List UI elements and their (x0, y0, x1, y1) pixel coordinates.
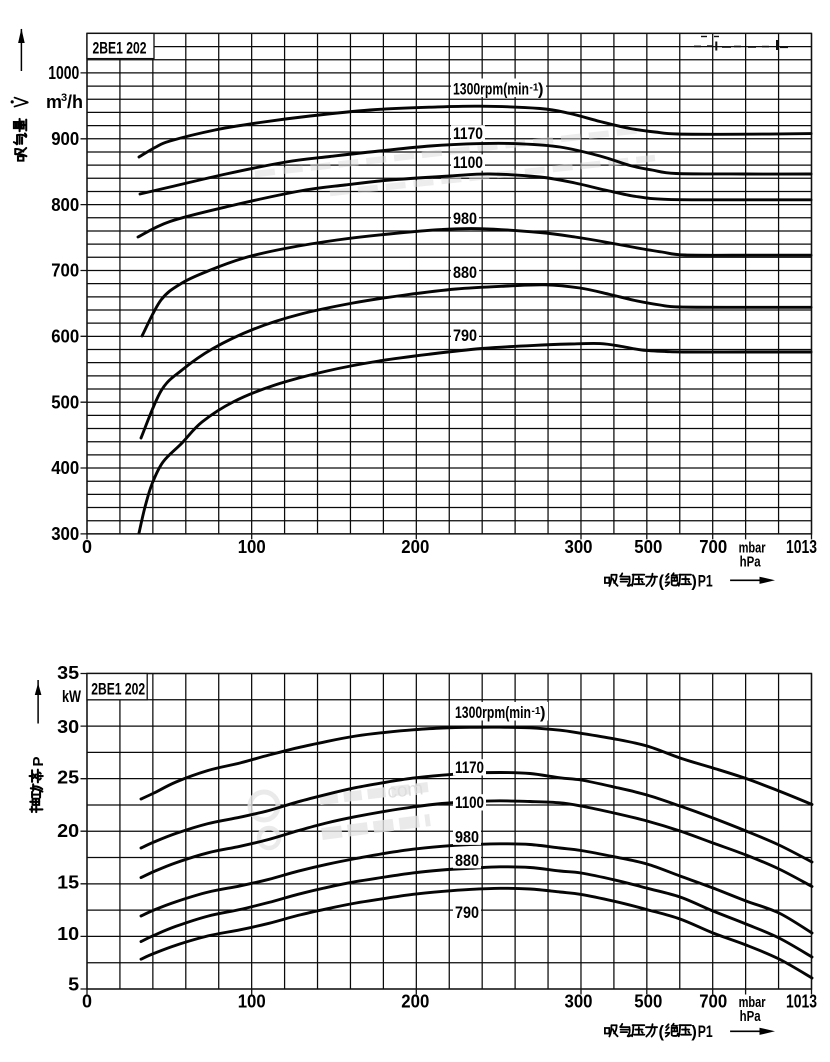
svg-text:1000: 1000 (48, 63, 79, 83)
svg-text:-1: -1 (530, 83, 539, 94)
svg-text:P: P (30, 756, 47, 766)
svg-text:mbar: mbar (739, 540, 766, 557)
svg-text:35: 35 (57, 663, 79, 683)
svg-text:790: 790 (455, 903, 479, 922)
svg-text:1300rpm(min: 1300rpm(min (453, 81, 529, 99)
svg-text:20: 20 (57, 821, 79, 841)
svg-text:1100: 1100 (453, 153, 483, 172)
svg-text:2BE1 202: 2BE1 202 (91, 680, 145, 699)
svg-text:hPa: hPa (740, 554, 761, 571)
svg-text:880: 880 (455, 851, 479, 870)
svg-text:15: 15 (57, 873, 79, 893)
svg-text:0: 0 (82, 992, 92, 1012)
svg-text:0: 0 (82, 537, 92, 557)
svg-text:790: 790 (453, 326, 477, 345)
svg-text:300: 300 (51, 524, 79, 544)
svg-text:30: 30 (57, 717, 79, 737)
svg-text:200: 200 (401, 537, 429, 557)
svg-text:): ) (540, 704, 546, 722)
svg-text:10: 10 (57, 924, 79, 944)
svg-text:hPa: hPa (740, 1008, 761, 1025)
svg-text:(: ( (659, 1023, 665, 1041)
svg-text:1013: 1013 (786, 992, 817, 1012)
svg-text:): ) (691, 573, 697, 591)
svg-text:100: 100 (238, 992, 266, 1012)
svg-text:3: 3 (61, 92, 67, 104)
svg-text:700: 700 (51, 261, 79, 281)
svg-text:): ) (691, 1023, 697, 1041)
svg-text:1170: 1170 (455, 758, 484, 777)
svg-text:m: m (46, 92, 62, 112)
svg-text:1100: 1100 (455, 793, 484, 812)
svg-text:P1: P1 (698, 573, 713, 591)
svg-text:700: 700 (699, 992, 727, 1012)
svg-text:700: 700 (699, 537, 727, 557)
svg-text:(: ( (659, 573, 665, 591)
svg-text:300: 300 (565, 992, 593, 1012)
svg-text:-1: -1 (532, 706, 541, 717)
svg-text:100: 100 (238, 537, 266, 557)
svg-text:500: 500 (634, 992, 662, 1012)
svg-text:600: 600 (51, 327, 79, 347)
svg-text:2BE1 202: 2BE1 202 (93, 39, 147, 58)
svg-text:980: 980 (455, 827, 479, 846)
svg-text:900: 900 (51, 129, 79, 149)
svg-text:mbar: mbar (739, 994, 766, 1011)
svg-text:5: 5 (68, 975, 79, 995)
svg-text:25: 25 (57, 768, 79, 788)
svg-text:): ) (538, 81, 544, 99)
svg-text:/h: /h (67, 92, 83, 112)
svg-text:980: 980 (453, 209, 477, 228)
svg-text:500: 500 (51, 392, 79, 412)
svg-text:500: 500 (634, 537, 662, 557)
svg-text:300: 300 (565, 537, 593, 557)
svg-text:P1: P1 (698, 1023, 713, 1041)
svg-text:200: 200 (401, 992, 429, 1012)
svg-text:1170: 1170 (453, 124, 483, 143)
svg-text:kW: kW (62, 687, 82, 706)
svg-text:400: 400 (51, 458, 79, 478)
svg-text:880: 880 (453, 263, 477, 282)
svg-text:1013: 1013 (786, 537, 817, 557)
svg-text:1300rpm(min: 1300rpm(min (455, 704, 531, 722)
svg-text:800: 800 (51, 195, 79, 215)
